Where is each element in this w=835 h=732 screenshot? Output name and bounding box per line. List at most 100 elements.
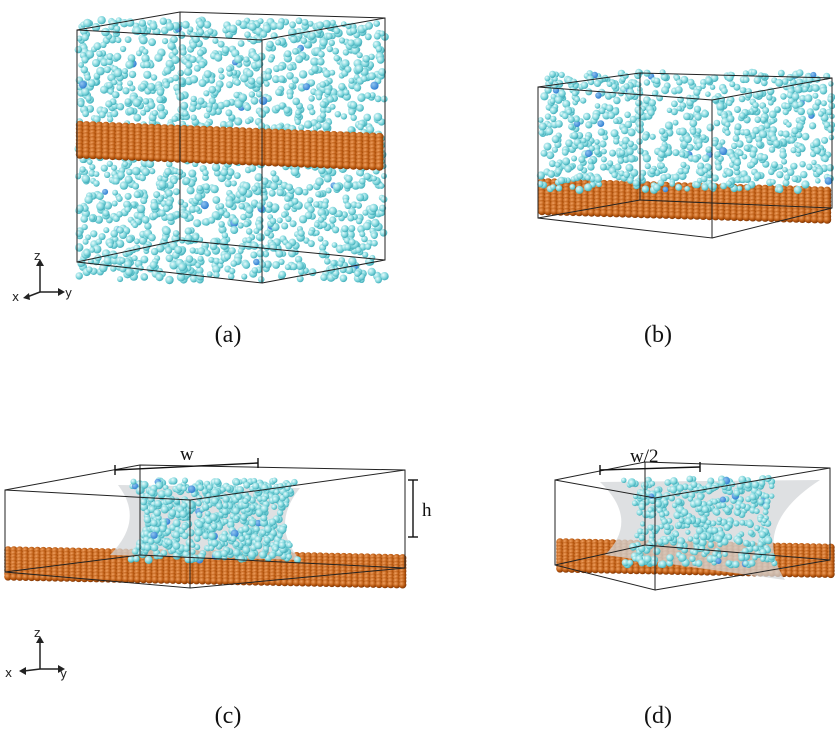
water-molecule <box>159 525 167 533</box>
water-molecule <box>164 167 172 176</box>
water-molecule <box>549 70 556 78</box>
water-molecule <box>197 255 204 262</box>
carbon-atom <box>329 160 339 169</box>
water-molecule <box>593 148 601 155</box>
carbon-atom <box>222 577 230 585</box>
water-molecule <box>706 123 715 132</box>
water-molecule <box>562 157 570 166</box>
water-molecule <box>147 82 156 91</box>
water-molecule <box>356 52 363 59</box>
water-molecule <box>278 258 285 265</box>
water-molecule <box>101 27 110 37</box>
water-molecule <box>244 118 251 125</box>
water-molecule <box>240 74 249 83</box>
carbon-atom <box>603 566 611 574</box>
carbon-atom <box>292 578 301 587</box>
carbon-atom <box>297 159 306 168</box>
water-molecule <box>330 259 337 267</box>
water-molecule <box>292 48 299 55</box>
water-molecule <box>165 59 174 69</box>
water-molecule <box>250 251 258 259</box>
water-molecule <box>544 75 551 82</box>
water-molecule <box>284 195 291 202</box>
water-molecule <box>218 225 227 234</box>
water-molecule <box>257 276 265 283</box>
water-molecule <box>166 213 175 222</box>
water-molecule <box>537 180 544 188</box>
water-molecule <box>337 260 344 267</box>
water-molecule <box>648 99 656 107</box>
panel-d: w/2 <box>550 440 835 600</box>
water-molecule <box>172 542 181 550</box>
water-molecule <box>103 227 110 234</box>
water-molecule <box>217 262 224 269</box>
water-molecule <box>219 486 226 493</box>
water-molecule <box>355 246 362 254</box>
water-molecule <box>140 480 149 489</box>
water-molecule <box>679 151 686 158</box>
water-molecule <box>303 120 313 129</box>
water-molecule <box>262 250 270 258</box>
carbon-atom <box>140 153 150 162</box>
carbon-atom <box>606 209 615 218</box>
water-molecule <box>676 79 683 86</box>
water-molecule <box>145 159 155 169</box>
water-molecule <box>116 103 125 111</box>
water-molecule <box>799 161 806 168</box>
water-molecule <box>150 531 158 539</box>
water-molecule <box>259 96 268 106</box>
water-molecule <box>93 180 100 187</box>
width-label: w <box>180 444 194 465</box>
water-molecule <box>241 273 248 280</box>
carbon-atom <box>257 578 266 586</box>
water-molecule <box>547 170 556 178</box>
carbon-atom <box>336 160 345 170</box>
water-molecule <box>725 74 734 82</box>
water-molecule <box>649 167 656 175</box>
water-molecule <box>219 120 228 129</box>
water-molecule <box>601 148 607 155</box>
water-molecule <box>270 22 279 30</box>
water-molecule <box>187 529 195 537</box>
water-molecule <box>355 217 363 225</box>
water-molecule <box>380 95 388 103</box>
water-molecule <box>592 113 600 121</box>
water-molecule <box>609 149 617 157</box>
water-molecule <box>154 499 162 508</box>
water-molecule <box>635 68 643 76</box>
water-molecule <box>124 175 133 184</box>
water-molecule <box>734 128 742 136</box>
water-molecule <box>374 95 382 103</box>
water-molecule <box>548 160 556 168</box>
water-molecule <box>218 221 225 228</box>
carbon-atom <box>355 161 365 170</box>
water-molecule <box>116 195 123 202</box>
water-molecule <box>752 126 760 135</box>
water-molecule <box>168 77 174 83</box>
carbon-atom <box>375 162 384 171</box>
water-molecule <box>148 505 156 513</box>
water-molecule <box>184 234 193 243</box>
water-molecule <box>181 523 188 531</box>
water-molecule <box>606 81 613 87</box>
water-molecule <box>627 140 634 147</box>
water-molecule <box>131 255 138 262</box>
carbon-atom <box>387 580 395 589</box>
carbon-atom <box>151 576 159 584</box>
water-molecule <box>705 76 713 84</box>
water-molecule <box>341 225 349 233</box>
water-molecule <box>691 155 700 163</box>
water-molecule <box>584 183 593 192</box>
water-molecule <box>359 231 366 238</box>
carbon-atom <box>277 158 286 167</box>
water-molecule <box>761 154 769 161</box>
water-molecule <box>344 243 352 251</box>
water-molecule <box>122 161 128 168</box>
water-molecule <box>111 164 118 171</box>
carbon-atom <box>271 158 280 167</box>
water-molecule <box>294 186 303 196</box>
water-molecule <box>263 244 270 251</box>
water-molecule <box>379 204 387 212</box>
water-molecule <box>558 71 565 78</box>
water-molecule <box>318 50 325 58</box>
